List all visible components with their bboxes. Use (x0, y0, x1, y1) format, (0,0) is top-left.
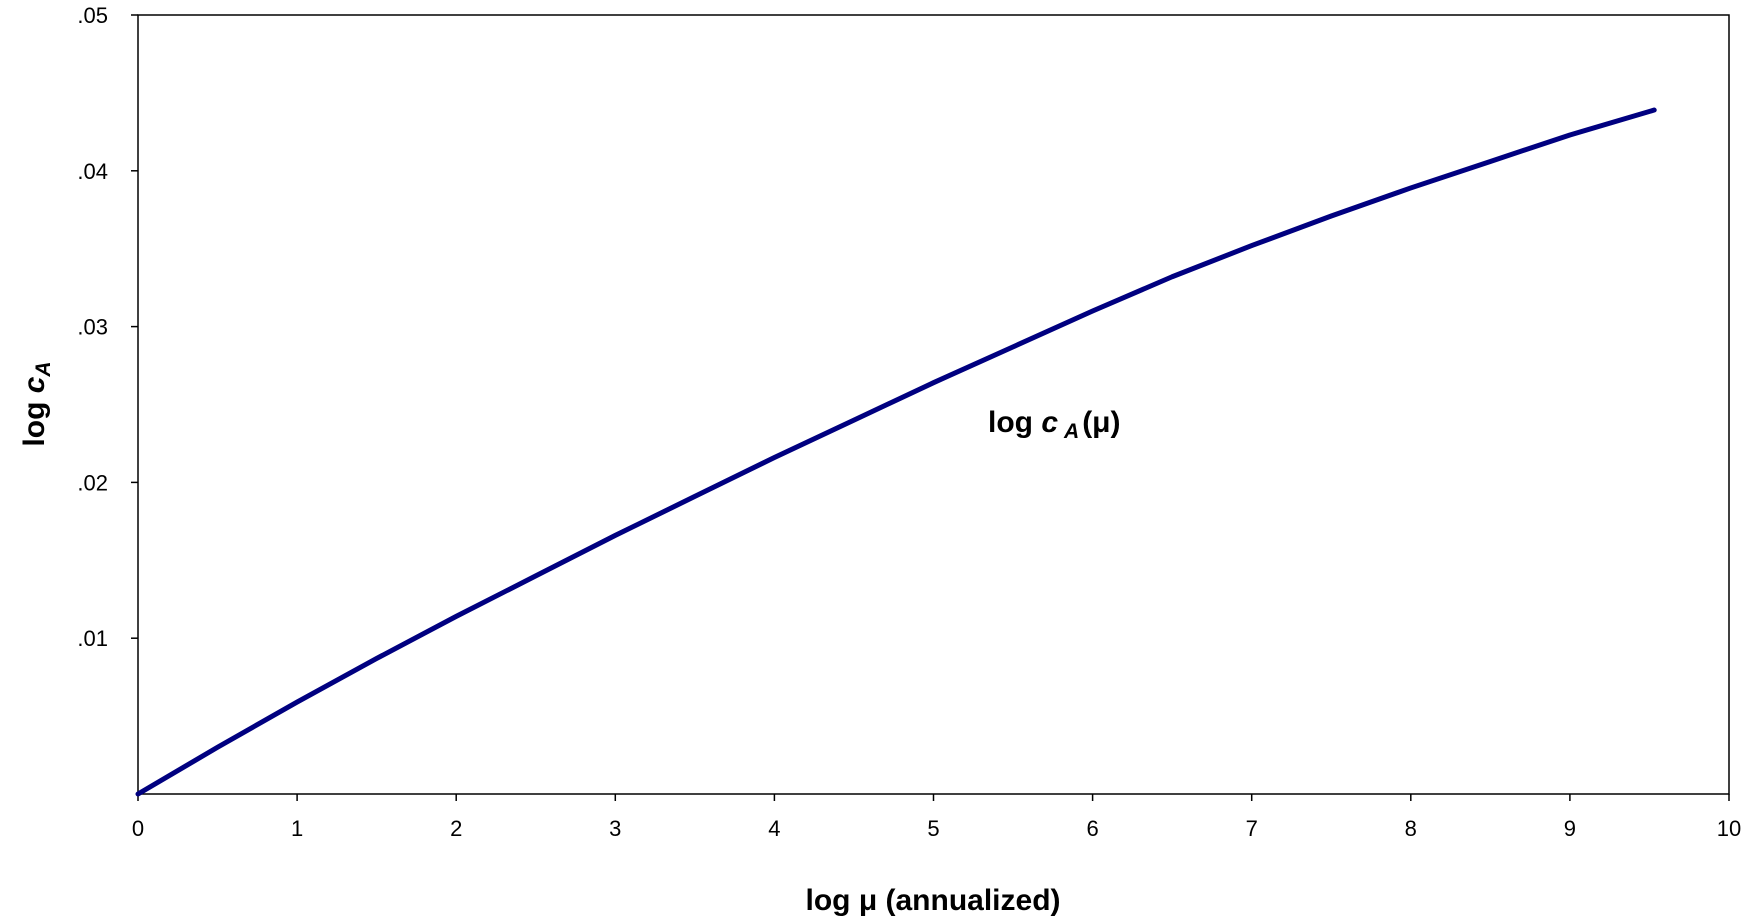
x-tick-label: 9 (1564, 816, 1576, 841)
y-tick-label: .02 (77, 470, 108, 495)
x-tick-label: 3 (609, 816, 621, 841)
y-tick-label: .01 (77, 626, 108, 651)
x-tick-label: 8 (1405, 816, 1417, 841)
x-tick-label: 6 (1086, 816, 1098, 841)
x-axis-title: log μ (annualized) (805, 884, 1060, 917)
x-tick-label: 1 (291, 816, 303, 841)
y-tick-label: .04 (77, 159, 108, 184)
x-tick-label: 4 (768, 816, 780, 841)
y-axis-ticks: .01 .02 .03 .04 .05 (77, 3, 138, 651)
curve-annotation: log c A (μ) (988, 406, 1121, 443)
x-tick-label: 0 (132, 816, 144, 841)
y-axis-title: log cA (18, 361, 55, 446)
y-tick-label: .03 (77, 315, 108, 340)
x-tick-label: 7 (1246, 816, 1258, 841)
plot-area (137, 14, 1730, 795)
x-tick-label: 2 (450, 816, 462, 841)
x-tick-label: 5 (927, 816, 939, 841)
y-tick-label: .05 (77, 3, 108, 28)
x-tick-label: 10 (1717, 816, 1741, 841)
series-line-log-ca (135, 107, 1657, 797)
x-axis-ticks: 0 1 2 3 4 5 6 7 8 9 10 (132, 794, 1741, 841)
